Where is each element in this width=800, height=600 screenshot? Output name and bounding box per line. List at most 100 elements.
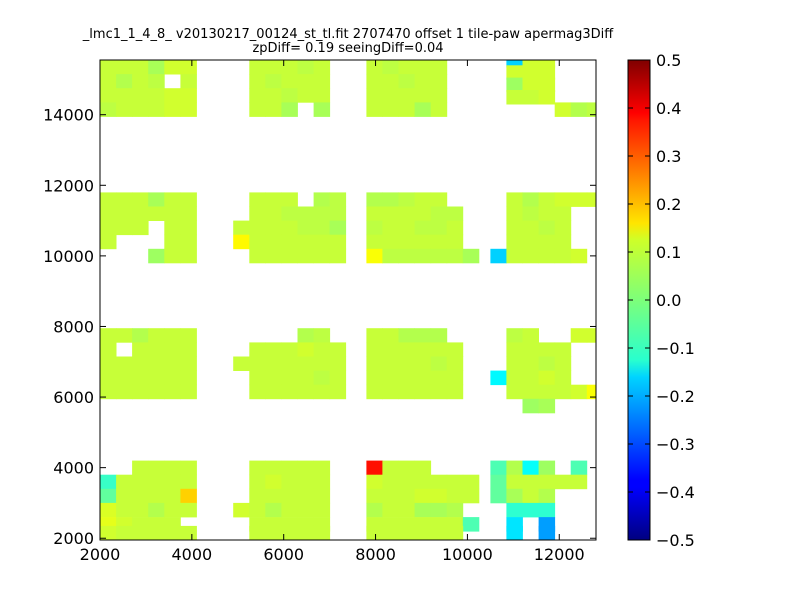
heatmap-cell — [313, 370, 331, 386]
x-tick-label: 10000 — [442, 545, 493, 564]
heatmap-cell — [446, 384, 464, 400]
heatmap-cell — [313, 248, 331, 264]
heatmap-cell — [398, 88, 415, 103]
heatmap-cell — [297, 342, 314, 357]
heatmap-cell — [116, 474, 133, 490]
colorbar-tick-label: 0.4 — [656, 99, 681, 118]
heatmap-cell — [430, 220, 448, 236]
heatmap-cell — [522, 77, 539, 93]
heatmap-cell — [506, 60, 523, 68]
heatmap-cell — [366, 74, 383, 89]
heatmap-cell — [366, 206, 383, 221]
heatmap-cell — [132, 328, 149, 343]
heatmap-cell — [506, 460, 523, 476]
heatmap-cell — [522, 474, 539, 490]
heatmap-cell — [233, 502, 250, 518]
x-tick-label: 6000 — [263, 545, 304, 564]
heatmap-cell — [116, 88, 133, 103]
heatmap-cell — [297, 88, 314, 103]
heatmap-cell — [164, 525, 181, 541]
heatmap-cell — [382, 342, 399, 357]
heatmap-cell — [446, 525, 464, 541]
heatmap-cell — [382, 460, 399, 476]
heatmap-cell — [297, 474, 314, 490]
heatmap-cell — [329, 192, 347, 207]
heatmap-cell — [313, 74, 331, 89]
heatmap-cell — [430, 248, 448, 264]
heatmap-cell — [446, 234, 464, 250]
heatmap-cell — [382, 356, 399, 371]
y-tick-label: 6000 — [53, 388, 94, 407]
heatmap-cell — [506, 248, 523, 264]
heatmap-cell — [164, 60, 181, 75]
heatmap-cell — [148, 460, 165, 476]
heatmap-cell — [265, 342, 282, 357]
heatmap-cell — [414, 525, 432, 541]
heatmap-cell — [506, 488, 523, 504]
heatmap-cell — [522, 398, 539, 414]
heatmap-cell — [446, 488, 464, 504]
heatmap-cell — [116, 206, 133, 221]
heatmap-cell — [116, 74, 133, 89]
heatmap-cell — [398, 356, 415, 371]
heatmap-cell — [462, 474, 480, 490]
heatmap-cell — [462, 488, 480, 504]
heatmap-cell — [313, 474, 331, 490]
heatmap-cell — [281, 370, 298, 386]
heatmap-cell — [554, 192, 572, 207]
heatmap-cell — [506, 234, 523, 250]
heatmap-cell — [132, 220, 149, 236]
heatmap-cell — [586, 102, 597, 117]
heatmap-cell — [281, 102, 298, 117]
heatmap-cells — [100, 60, 597, 541]
heatmap-cell — [414, 328, 432, 343]
heatmap-cell — [281, 234, 298, 250]
heatmap-cell — [506, 356, 523, 371]
heatmap-cell — [522, 206, 539, 221]
heatmap-cell — [382, 88, 399, 103]
heatmap-cell — [414, 356, 432, 371]
heatmap-cell — [180, 206, 197, 221]
heatmap-cell — [164, 370, 181, 386]
y-tick-label: 8000 — [53, 317, 94, 336]
heatmap-cell — [398, 74, 415, 89]
y-tick-label: 12000 — [43, 176, 94, 195]
heatmap-cell — [554, 102, 572, 117]
heatmap-cell — [570, 384, 588, 400]
heatmap-cell — [249, 248, 266, 264]
heatmap-cell — [430, 488, 448, 504]
heatmap-cell — [414, 206, 432, 221]
heatmap-cell — [446, 370, 464, 386]
heatmap-cell — [414, 60, 432, 75]
heatmap-cell — [100, 474, 117, 490]
heatmap-cell — [414, 234, 432, 250]
heatmap-cell — [366, 328, 383, 343]
heatmap-cell — [116, 356, 133, 371]
heatmap-cell — [148, 60, 165, 75]
heatmap-cell — [281, 60, 298, 75]
heatmap-cell — [233, 356, 250, 371]
heatmap-cell — [180, 525, 197, 541]
heatmap-cell — [281, 488, 298, 504]
heatmap-cell — [180, 384, 197, 400]
heatmap-cell — [490, 460, 507, 476]
heatmap-cell — [538, 206, 556, 221]
plot-frame — [99, 59, 597, 541]
heatmap-cell — [554, 342, 572, 357]
heatmap-cell — [490, 474, 507, 490]
heatmap-cell — [554, 384, 572, 400]
heatmap-cell — [180, 102, 197, 117]
heatmap-cell — [313, 460, 331, 476]
heatmap-cell — [180, 460, 197, 476]
heatmap-cell — [100, 88, 117, 103]
heatmap-cell — [164, 248, 181, 264]
heatmap-cell — [329, 370, 347, 386]
heatmap-cell — [430, 342, 448, 357]
heatmap-cell — [366, 60, 383, 75]
heatmap-cell — [313, 525, 331, 541]
heatmap-cell — [462, 517, 480, 532]
heatmap-cell — [297, 60, 314, 75]
heatmap-cell — [414, 342, 432, 357]
heatmap-cell — [462, 248, 480, 264]
